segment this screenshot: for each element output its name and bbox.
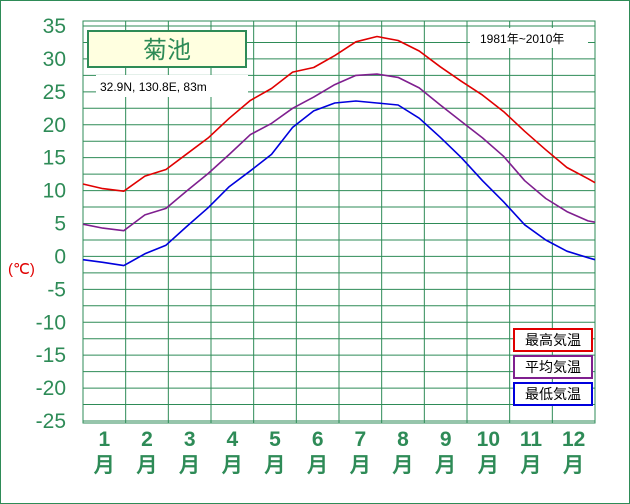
month-label: 11 月	[520, 428, 543, 477]
legend-label: 最高気温	[525, 332, 581, 349]
month-number: 8	[397, 428, 409, 451]
station-coords: 32.9N, 130.8E, 83m	[100, 80, 207, 94]
month-number: 7	[354, 428, 366, 451]
month-number: 1	[98, 428, 110, 451]
legend-item: 最低気温	[513, 382, 593, 406]
month-suffix: 月	[306, 454, 328, 477]
month-number: 4	[226, 428, 238, 451]
month-label: 12 月	[562, 428, 585, 477]
month-label: 4月	[221, 428, 243, 477]
month-suffix: 月	[434, 454, 456, 477]
month-number: 10	[477, 428, 500, 451]
legend-swatch	[513, 355, 593, 379]
month-suffix: 月	[178, 454, 200, 477]
month-number: 5	[269, 428, 281, 451]
y-tick-label: 0	[54, 245, 66, 268]
legend-label: 平均気温	[525, 360, 581, 376]
y-tick-label: 35	[43, 15, 66, 38]
y-tick-label: 15	[43, 147, 66, 170]
month-number: 2	[141, 428, 153, 451]
y-tick-label: 10	[43, 180, 66, 203]
series-line-2	[82, 73, 596, 232]
y-tick-label: -20	[36, 377, 66, 400]
y-tick-label: 5	[54, 213, 66, 236]
month-number: 11	[520, 428, 543, 451]
series-lines	[82, 35, 596, 267]
series-line-3	[82, 100, 596, 267]
y-tick-labels: 35 30 25 20 15 10 5 0 -5 -10 -15 -20 -25	[36, 15, 66, 433]
grid-lines	[83, 21, 595, 423]
y-tick-label: -10	[36, 311, 66, 334]
month-number: 12	[562, 428, 585, 451]
month-suffix: 月	[349, 454, 371, 477]
y-tick-label: -25	[36, 410, 66, 433]
station-title-box: 菊池	[87, 30, 247, 68]
y-tick-label: -5	[47, 278, 66, 301]
month-label: 5月	[264, 428, 286, 477]
series-line-1	[82, 35, 596, 192]
month-suffix: 月	[136, 454, 158, 477]
month-suffix: 月	[477, 454, 499, 477]
month-label: 1月	[93, 428, 115, 477]
y-tick-label: 25	[43, 81, 66, 104]
month-label: 9月	[434, 428, 456, 477]
month-number: 9	[440, 428, 452, 451]
month-label: 8月	[392, 428, 414, 477]
month-suffix: 月	[93, 454, 115, 477]
month-label: 3月	[178, 428, 200, 477]
month-label: 6月	[306, 428, 328, 477]
month-suffix: 月	[264, 454, 286, 477]
month-suffix: 月	[562, 454, 584, 477]
month-number: 3	[184, 428, 196, 451]
month-label: 7月	[349, 428, 371, 477]
y-tick-label: 20	[43, 114, 66, 137]
legend-item: 最高気温	[513, 328, 593, 352]
legend-swatch	[513, 382, 593, 406]
y-tick-label: -15	[36, 344, 66, 367]
legend-label: 最低気温	[525, 387, 581, 403]
month-suffix: 月	[520, 454, 542, 477]
station-name: 菊池	[143, 36, 191, 64]
y-tick-label: 30	[43, 48, 66, 71]
unit-label: (℃)	[8, 261, 35, 278]
month-label: 2月	[136, 428, 158, 477]
period-label: 1981年~2010年	[480, 32, 564, 46]
month-suffix: 月	[221, 454, 243, 477]
legend-swatch	[513, 328, 593, 352]
month-suffix: 月	[392, 454, 414, 477]
month-number: 6	[312, 428, 324, 451]
month-label: 10 月	[477, 428, 500, 477]
legend-item: 平均気温	[513, 355, 593, 379]
